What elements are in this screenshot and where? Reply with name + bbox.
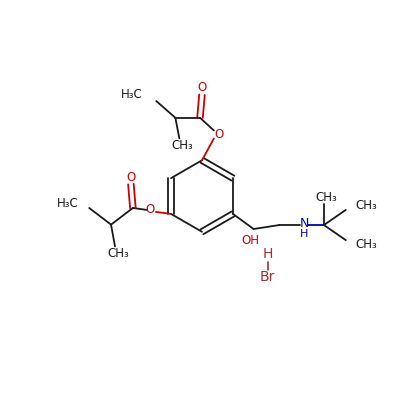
Text: H: H	[262, 248, 273, 262]
Text: CH₃: CH₃	[107, 247, 129, 260]
Text: H₃C: H₃C	[57, 198, 78, 210]
Text: O: O	[214, 128, 224, 141]
Text: OH: OH	[242, 234, 260, 247]
Text: CH₃: CH₃	[355, 238, 377, 251]
Text: H: H	[300, 229, 308, 239]
Text: H₃C: H₃C	[121, 88, 142, 101]
Text: Br: Br	[260, 270, 275, 284]
Text: CH₃: CH₃	[355, 199, 377, 212]
Text: CH₃: CH₃	[315, 191, 337, 204]
Text: CH₃: CH₃	[172, 139, 193, 152]
Text: O: O	[126, 171, 136, 184]
Text: N: N	[299, 217, 309, 230]
Text: O: O	[146, 204, 155, 216]
Text: O: O	[197, 82, 207, 94]
